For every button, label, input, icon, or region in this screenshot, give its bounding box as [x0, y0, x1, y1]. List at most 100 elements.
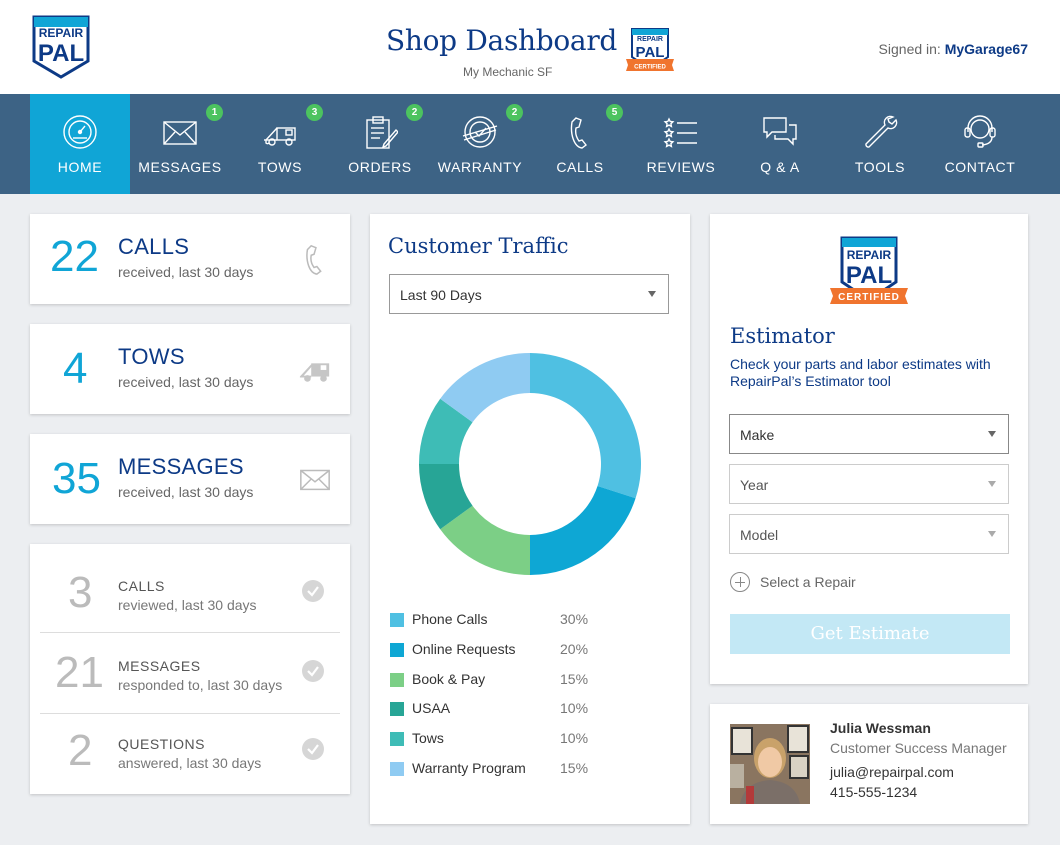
legend-percent: 10%	[560, 700, 589, 717]
donut-slice-book-pay[interactable]	[440, 505, 530, 575]
account-manager-role: Customer Success Manager	[830, 740, 1007, 756]
nav-label: WARRANTY	[437, 159, 523, 175]
calls-sub: received, last 30 days	[118, 264, 254, 280]
donut-slice-phone-calls[interactable]	[530, 353, 641, 499]
legend-item: Book & Pay 15%	[390, 670, 600, 690]
speedometer-icon	[62, 114, 98, 150]
nav-messages[interactable]: MESSAGES 1	[130, 94, 230, 194]
traffic-donut-chart	[419, 353, 641, 575]
reviewed-calls-row[interactable]: 3 CALLS reviewed, last 30 days	[40, 550, 340, 630]
nav-contact[interactable]: CONTACT	[930, 94, 1030, 194]
repairpal-logo[interactable]: REPAIR PAL	[30, 15, 92, 79]
tows-count: 4	[63, 344, 88, 393]
phone-icon	[562, 114, 598, 150]
donut-slice-warranty-program[interactable]	[440, 353, 530, 423]
account-manager-email[interactable]: julia@repairpal.com	[830, 764, 954, 780]
legend-percent: 20%	[560, 640, 589, 657]
legend-percent: 15%	[560, 670, 589, 687]
estimator-description: Check your parts and labor estimates wit…	[730, 356, 991, 389]
signed-in-user[interactable]: MyGarage67	[944, 41, 1028, 57]
answered-questions-row[interactable]: 2 QUESTIONS answered, last 30 days	[40, 708, 340, 788]
nav-tows[interactable]: TOWS 3	[230, 94, 330, 194]
notification-badge: 3	[306, 104, 323, 121]
nav-qa[interactable]: Q & A	[730, 94, 830, 194]
headset-icon	[962, 114, 998, 150]
account-manager-phone[interactable]: 415-555-1234	[830, 784, 918, 800]
title-block: Shop Dashboard My Mechanic SF	[386, 24, 676, 84]
nav-label: CONTACT	[944, 159, 1016, 175]
page-title: Shop Dashboard	[386, 24, 618, 57]
svg-text:CERTIFIED: CERTIFIED	[634, 65, 666, 71]
date-range-select[interactable]: Last 90 Days	[389, 274, 669, 314]
messages-stat-card[interactable]: 35 MESSAGES received, last 30 days	[30, 434, 350, 524]
svg-text:REPAIR: REPAIR	[847, 248, 892, 262]
nav-orders[interactable]: ORDERS 2	[330, 94, 430, 194]
legend-label: Book & Pay	[412, 670, 486, 687]
signed-in-info: Signed in: MyGarage67	[879, 41, 1028, 57]
donut-slice-usaa[interactable]	[419, 464, 473, 530]
year-select[interactable]: Year	[729, 464, 1009, 504]
tow-truck-icon	[262, 114, 298, 150]
reviewed-calls-sub: reviewed, last 30 days	[118, 597, 257, 613]
estimator-title: Estimator	[730, 324, 835, 348]
answered-questions-title: QUESTIONS	[118, 736, 205, 752]
activity-summary-card: 3 CALLS reviewed, last 30 days 21 MESSAG…	[30, 544, 350, 794]
legend-item: Warranty Program 15%	[390, 759, 600, 779]
notification-badge: 2	[506, 104, 523, 121]
legend-percent: 10%	[560, 730, 589, 747]
nav-reviews[interactable]: REVIEWS	[631, 94, 731, 194]
model-select[interactable]: Model	[729, 514, 1009, 554]
responded-messages-count: 21	[55, 648, 104, 697]
calls-title: CALLS	[118, 234, 190, 259]
customer-traffic-card: Customer Traffic Last 90 Days Phone Call…	[370, 214, 690, 824]
nav-label: Q & A	[760, 159, 800, 175]
envelope-icon	[162, 114, 198, 150]
logo-text-bottom: PAL	[38, 40, 84, 67]
certified-badge-icon: REPAIR PAL CERTIFIED	[626, 28, 674, 71]
messages-count: 35	[52, 454, 101, 503]
responded-messages-title: MESSAGES	[118, 658, 201, 674]
legend-swatch	[390, 672, 404, 687]
year-select-value: Year	[740, 477, 769, 493]
nav-warranty[interactable]: WARRANTY 2	[430, 94, 530, 194]
wrench-icon	[862, 114, 898, 150]
legend-label: Online Requests	[412, 640, 516, 657]
tows-stat-card[interactable]: 4 TOWS received, last 30 days	[30, 324, 350, 414]
legend-swatch	[390, 613, 404, 627]
legend-percent: 30%	[560, 611, 589, 627]
account-manager-avatar	[730, 724, 810, 804]
legend-label: Warranty Program	[412, 760, 526, 776]
legend-label: Tows	[412, 730, 444, 747]
donut-slice-tows[interactable]	[419, 398, 473, 464]
tows-sub: received, last 30 days	[118, 374, 254, 390]
chevron-down-icon	[988, 431, 996, 437]
nav-calls[interactable]: CALLS 5	[530, 94, 630, 194]
make-select[interactable]: Make	[729, 414, 1009, 454]
chevron-down-icon	[648, 291, 656, 297]
get-estimate-button[interactable]: Get Estimate	[730, 614, 1010, 654]
nav-label: CALLS	[556, 159, 604, 175]
traffic-title: Customer Traffic	[388, 234, 569, 258]
nav-label: ORDERS	[348, 159, 412, 175]
responded-messages-row[interactable]: 21 MESSAGES responded to, last 30 days	[40, 630, 340, 710]
nav-tools[interactable]: TOOLS	[830, 94, 930, 194]
chat-bubbles-icon	[762, 114, 798, 150]
tow-truck-icon	[298, 352, 332, 386]
legend-item: Phone Calls 30%	[390, 610, 600, 630]
envelope-icon	[298, 462, 332, 496]
plus-circle-icon	[730, 572, 750, 592]
legend-item: USAA 10%	[390, 699, 600, 719]
nav-home[interactable]: HOME	[30, 94, 130, 194]
shop-name: My Mechanic SF	[463, 65, 553, 79]
nav-label: MESSAGES	[138, 159, 222, 175]
nav-label: HOME	[57, 159, 103, 175]
nav-label: TOWS	[257, 159, 303, 175]
divider	[40, 632, 340, 633]
legend-item: Tows 10%	[390, 729, 600, 749]
chevron-down-icon	[988, 531, 996, 537]
model-select-value: Model	[740, 527, 779, 543]
donut-slice-online-requests[interactable]	[530, 485, 636, 575]
chevron-down-icon	[988, 481, 996, 487]
legend-label: Phone Calls	[412, 611, 488, 627]
calls-stat-card[interactable]: 22 CALLS received, last 30 days	[30, 214, 350, 304]
